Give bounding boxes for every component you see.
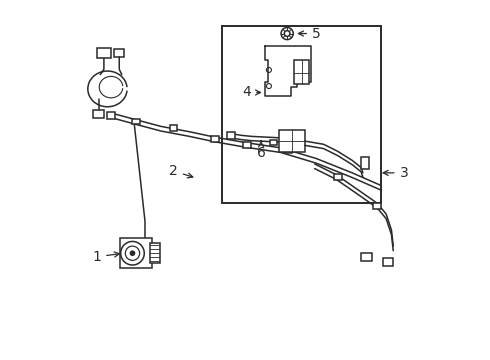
Text: 4: 4 <box>243 85 261 99</box>
Bar <box>227 132 235 139</box>
Bar <box>279 130 305 152</box>
Bar <box>132 118 140 124</box>
Bar <box>284 147 292 153</box>
Bar <box>243 142 251 148</box>
Bar <box>361 253 372 261</box>
Bar <box>114 49 124 57</box>
Text: 1: 1 <box>92 250 120 264</box>
Text: 6: 6 <box>257 141 266 160</box>
Bar <box>362 157 368 168</box>
Text: 3: 3 <box>383 166 408 180</box>
Bar <box>222 26 381 203</box>
Circle shape <box>130 250 135 256</box>
Bar <box>93 110 104 118</box>
Text: 2: 2 <box>169 164 193 178</box>
Bar <box>97 48 111 58</box>
Bar <box>334 174 342 180</box>
Bar <box>120 238 152 267</box>
Bar <box>170 125 177 131</box>
Bar <box>373 203 381 208</box>
Text: 5: 5 <box>298 27 321 41</box>
Bar <box>211 136 219 142</box>
Bar <box>383 258 393 266</box>
Bar <box>294 60 309 84</box>
Bar <box>107 112 115 119</box>
Bar <box>149 243 160 263</box>
Bar <box>270 140 277 145</box>
